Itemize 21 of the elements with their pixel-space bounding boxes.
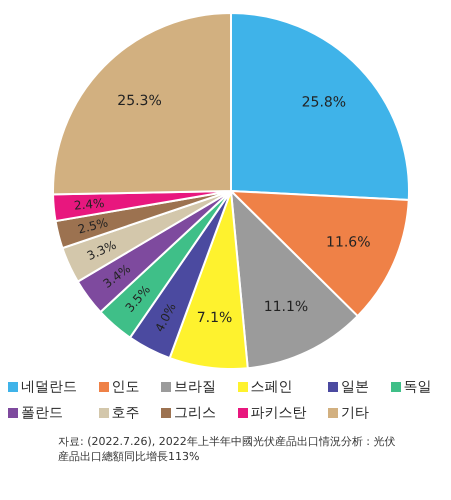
data-label: 11.1% [264, 298, 308, 315]
legend-label: 호주 [112, 404, 140, 422]
legend-label: 독일 [404, 378, 432, 396]
legend-label: 폴란드 [21, 404, 63, 422]
data-label: 2.4% [73, 196, 106, 213]
data-label: 25.3% [117, 93, 162, 110]
data-label: 3.3% [84, 238, 118, 264]
data-label: 4.0% [152, 300, 179, 334]
legend-label: 브라질 [174, 378, 216, 396]
data-label: 7.1% [196, 310, 232, 326]
data-label: 25.8% [302, 94, 346, 111]
text: 자료: (2022.7.26), 2022年上半年中國光伏産品出口情況分析 : 光伏産品出口總額同比增長113% [58, 434, 396, 465]
legend-label: 그리스 [174, 404, 216, 422]
legend-label: 일본 [341, 378, 369, 396]
legend-label: 네덜란드 [21, 378, 77, 396]
legend-label: 기타 [341, 404, 369, 422]
legend-label: 스페인 [250, 378, 292, 396]
legend-label: 인도 [112, 378, 140, 396]
legend-label: 파키스탄 [250, 404, 306, 422]
data-label: 2.5% [76, 215, 110, 237]
data-label: 11.6% [326, 234, 371, 251]
